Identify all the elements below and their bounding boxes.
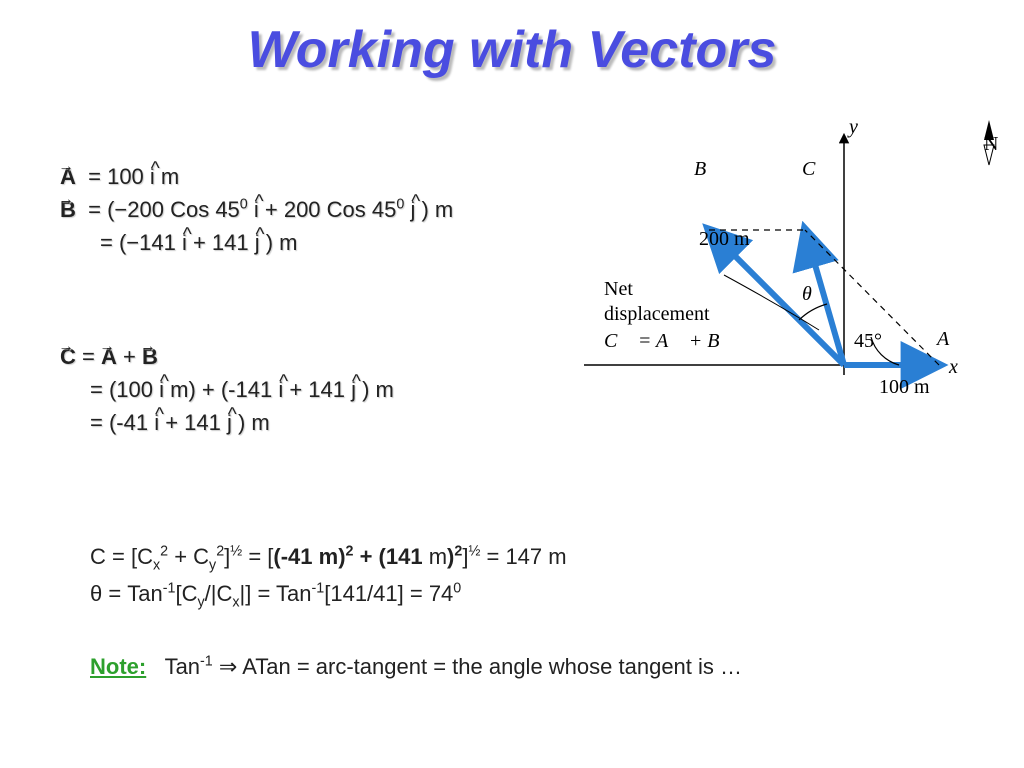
magnitude-block: C = [Cx2 + Cy2]½ = [(-41 m)2 + (141 m)2]…	[90, 540, 567, 614]
net-disp-label-1: Net	[604, 278, 633, 300]
C-line2: = (100 i m) + (-141 i + 141 j ) m	[90, 377, 394, 402]
theta-line: θ = Tan-1[Cy/|Cx|] = Tan-1[141/41] = 740	[90, 577, 567, 614]
C-line3: = (-41 i + 141 j ) m	[90, 410, 270, 435]
vector-diagram: y x N B⃗ C⃗ A⃗ 200 m 100 m 45° θ Net dis…	[544, 115, 1004, 435]
len-200-label: 200 m	[699, 228, 750, 250]
note-block: Note: Tan-1 ⇒ ATan = arc-tangent = the a…	[90, 650, 742, 683]
len-100-label: 100 m	[879, 376, 930, 398]
vec-A-label: A	[60, 164, 76, 189]
vec-C-label: C	[60, 344, 76, 369]
vec-B-label: B	[60, 197, 76, 222]
angle-theta-arc	[799, 304, 827, 320]
angle-45-label: 45°	[854, 330, 882, 352]
note-label: Note:	[90, 654, 146, 679]
C-eq-text: = A + B	[82, 344, 158, 369]
y-axis-label: y	[847, 116, 858, 138]
north-arrow-icon	[984, 120, 994, 140]
C-diagram-label: C⃗	[802, 158, 831, 180]
theta-label: θ	[802, 283, 812, 305]
net-disp-equation: C⃗ = A⃗ + B⃗	[604, 330, 735, 352]
page-title: Working with Vectors	[0, 20, 1024, 80]
net-disp-label-2: displacement	[604, 303, 710, 325]
B-diagram-label: B⃗	[694, 158, 722, 180]
A-equation: = 100 i m	[88, 164, 179, 189]
A-diagram-label: A⃗	[935, 328, 965, 350]
B-equation-line2: = (−141 i + 141 j ) m	[100, 230, 298, 255]
vector-A-B-block: A = 100 i m B = (−200 Cos 450 i + 200 Co…	[60, 160, 453, 259]
note-text: Tan-1 ⇒ ATan = arc-tangent = the angle w…	[152, 654, 742, 679]
vector-C-block: C = A + B = (100 i m) + (-141 i + 141 j …	[60, 340, 394, 439]
x-axis-label: x	[948, 356, 958, 378]
magnitude-line: C = [Cx2 + Cy2]½ = [(-41 m)2 + (141 m)2]…	[90, 540, 567, 577]
B-equation-line1: = (−200 Cos 450 i + 200 Cos 450 j ) m	[88, 197, 453, 222]
